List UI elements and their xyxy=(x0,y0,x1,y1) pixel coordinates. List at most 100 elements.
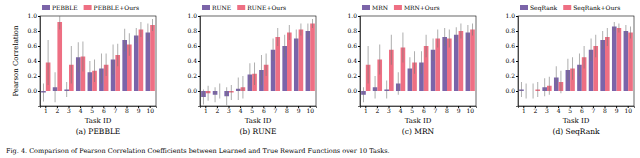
panel: 0.00.20.40.60.81.012345678910Task ID(b) … xyxy=(187,4,316,136)
error-bar xyxy=(113,45,114,75)
tick: 0.6 xyxy=(505,42,518,49)
x-axis-title: Task ID xyxy=(245,117,272,125)
tick-label: 0.2 xyxy=(347,72,357,79)
tick-label: 0.6 xyxy=(27,42,37,49)
caption: Fig. 4. Comparison of Pearson Correlatio… xyxy=(6,147,390,155)
error-bar xyxy=(456,27,457,42)
tick-label: 4 xyxy=(399,107,403,114)
tick-mark xyxy=(358,31,360,32)
tick-mark xyxy=(358,91,360,92)
tick: 0.0 xyxy=(347,87,360,94)
legend: SeqRankSeqRank+Ours xyxy=(520,4,620,12)
error-bar xyxy=(544,78,545,96)
tick-label: 0.6 xyxy=(187,42,197,49)
tick: 6 xyxy=(422,106,426,114)
error-bar xyxy=(48,40,49,85)
tick: 4 xyxy=(79,106,83,114)
tick-label: 10 xyxy=(466,107,474,114)
tick: 3 xyxy=(67,106,71,114)
error-bar xyxy=(71,46,72,84)
legend-swatch xyxy=(362,5,370,10)
plot-frame xyxy=(360,16,476,106)
tick: 4 xyxy=(239,106,243,114)
tick-label: 0.4 xyxy=(27,57,37,64)
tick-label: 0.8 xyxy=(505,27,515,34)
tick: 0.0 xyxy=(27,87,40,94)
error-bar xyxy=(521,82,522,97)
tick: 3 xyxy=(545,106,549,114)
tick-label: 6 xyxy=(580,107,584,114)
tick-label: 4 xyxy=(239,107,243,114)
tick-label: 1 xyxy=(364,107,368,114)
error-bar xyxy=(437,30,438,48)
error-bar xyxy=(595,35,596,58)
legend: MRNMRN+Ours xyxy=(362,4,440,11)
tick: 4 xyxy=(399,106,403,114)
error-bar xyxy=(273,39,274,62)
tick: 0.2 xyxy=(187,72,200,79)
y-axis: 0.0 0.2 0.4 0.6 0.8 1.0 xyxy=(27,12,40,106)
tick-mark xyxy=(38,16,40,17)
tick-label: 4 xyxy=(557,107,561,114)
error-bar xyxy=(59,16,60,30)
tick-label: 7 xyxy=(113,107,117,114)
tick-label: 0.8 xyxy=(27,27,37,34)
error-bar xyxy=(136,28,137,43)
tick-label: 1.0 xyxy=(27,12,37,19)
legend-label: RUNE xyxy=(212,4,231,11)
error-bar xyxy=(277,28,278,46)
tick-label: 6 xyxy=(262,107,266,114)
error-bar xyxy=(82,42,83,72)
plot-frame xyxy=(40,16,156,106)
x-axis: 12345678910 xyxy=(361,106,477,114)
error-bar xyxy=(129,33,130,56)
subplot-title: (d) SeqRank xyxy=(552,127,600,136)
tick-label: 2 xyxy=(55,107,59,114)
error-bar xyxy=(386,81,387,99)
error-bar xyxy=(300,24,301,36)
tick-label: 7 xyxy=(591,107,595,114)
bar xyxy=(299,30,304,92)
tick: 6 xyxy=(262,106,266,114)
tick-mark xyxy=(198,61,200,62)
error-bar xyxy=(630,27,631,39)
bar xyxy=(57,22,62,91)
bar xyxy=(612,27,617,92)
tick-mark xyxy=(516,16,518,17)
error-bar xyxy=(602,31,603,49)
error-bar xyxy=(152,19,153,31)
error-bar xyxy=(249,63,250,86)
error-bar xyxy=(254,63,255,86)
legend-swatch xyxy=(42,5,50,10)
error-bar xyxy=(433,39,434,62)
tick-label: 6 xyxy=(102,107,106,114)
error-bar xyxy=(625,25,626,37)
tick-label: 7 xyxy=(273,107,277,114)
legend-swatch xyxy=(520,5,528,10)
tick: 0.4 xyxy=(187,57,200,64)
tick-label: 0.8 xyxy=(187,27,197,34)
tick-label: 7 xyxy=(433,107,437,114)
error-bar xyxy=(572,57,573,80)
tick-mark xyxy=(358,61,360,62)
y-axis: 0.00.20.40.60.81.0 xyxy=(187,12,200,106)
tick: 10 xyxy=(306,106,314,114)
y-axis-title: Pearson Correlation xyxy=(12,25,20,97)
tick: 0.4 xyxy=(505,57,518,64)
error-bar xyxy=(368,46,369,84)
legend: PEBBLEPEBBLE+Ours xyxy=(42,4,139,11)
legend-label: RUNE+Ours xyxy=(247,4,286,11)
error-bar xyxy=(94,60,95,83)
tick: 3 xyxy=(387,106,391,114)
tick-label: 8 xyxy=(603,107,607,114)
error-bar xyxy=(560,71,561,94)
tick: 2 xyxy=(533,106,537,114)
legend-label: PEBBLE xyxy=(52,4,78,11)
tick: 0.2 xyxy=(27,72,40,79)
tick-mark xyxy=(198,91,200,92)
tick-label: 3 xyxy=(387,107,391,114)
legend-swatch xyxy=(394,5,402,10)
tick: 1.0 xyxy=(347,12,360,19)
error-bar xyxy=(421,51,422,74)
tick-mark xyxy=(516,91,518,92)
